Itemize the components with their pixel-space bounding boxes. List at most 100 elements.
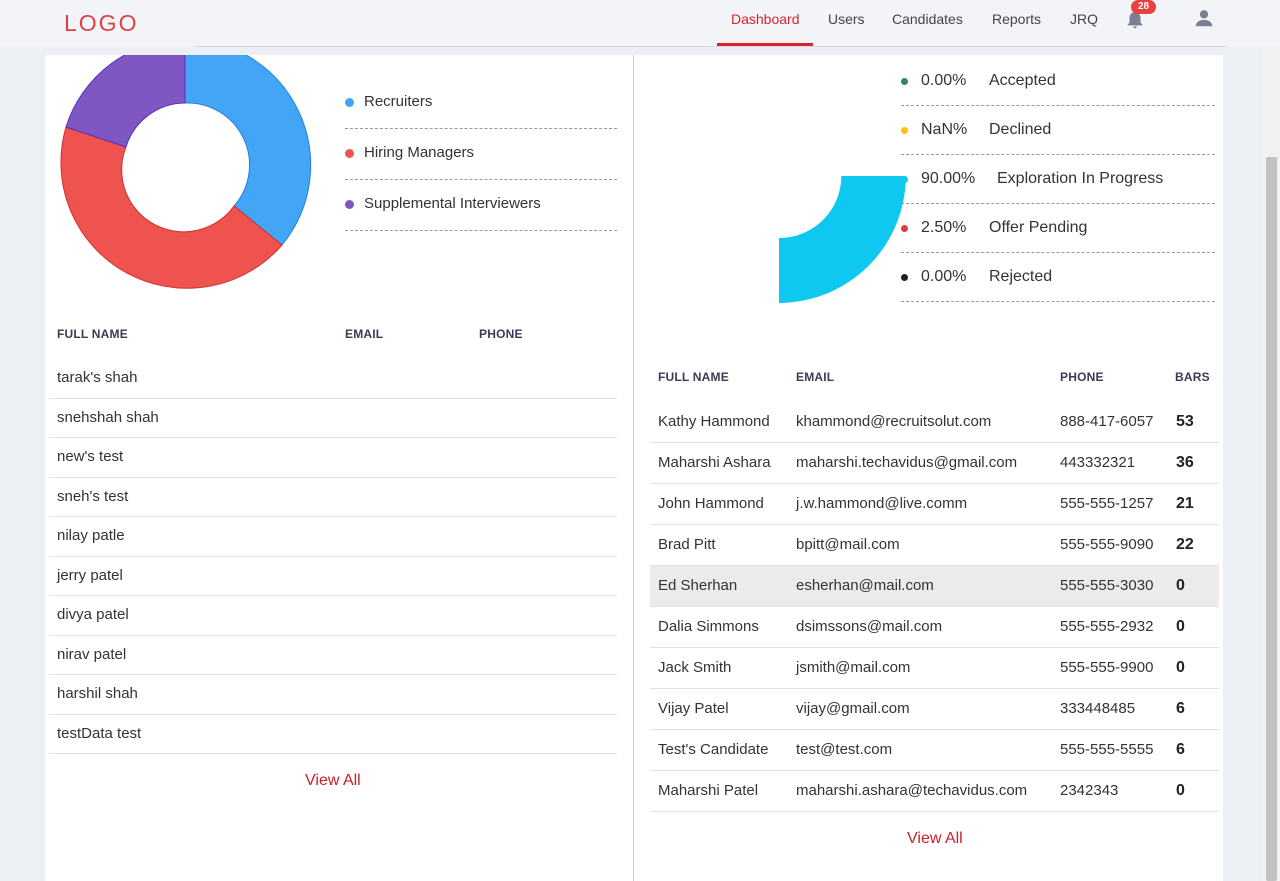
table-row[interactable]: tarak's shah <box>49 359 617 399</box>
top-navbar <box>0 0 1280 47</box>
table-row[interactable]: divya patel <box>49 596 617 636</box>
bell-icon[interactable] <box>1124 8 1146 30</box>
donut-slice-declined <box>760 55 779 115</box>
user-icon[interactable] <box>1193 7 1215 29</box>
candidates-header-fullname[interactable]: FULL NAME <box>658 370 729 384</box>
scrollbar-thumb[interactable] <box>1266 157 1277 881</box>
table-row[interactable]: Dalia Simmons dsimssons@mail.com 555-555… <box>650 607 1219 648</box>
nav-jrq[interactable]: JRQ <box>1070 11 1098 27</box>
candidate-email: test@test.com <box>796 741 893 758</box>
candidates-header-phone[interactable]: PHONE <box>1060 370 1104 384</box>
users-header-fullname[interactable]: FULL NAME <box>57 327 128 341</box>
legend-label: Rejected <box>989 268 1053 285</box>
table-row[interactable]: Maharshi Ashara maharshi.techavidus@gmai… <box>650 443 1219 484</box>
legend-dot <box>901 274 908 281</box>
donut-slice-hiring-managers <box>60 126 283 289</box>
candidate-name: Vijay Patel <box>658 700 729 717</box>
candidate-email: j.w.hammond@live.comm <box>796 495 968 512</box>
legend-item: NaN% Declined <box>901 106 1215 155</box>
candidates-view-all-link[interactable]: View All <box>907 830 963 847</box>
table-row[interactable]: jerry patel <box>49 557 617 596</box>
candidate-phone: 555-555-3030 <box>1060 577 1154 594</box>
legend-percent: 90.00% <box>921 170 976 187</box>
table-row[interactable]: harshil shah <box>49 675 617 715</box>
legend-item: 0.00% Rejected <box>901 253 1215 302</box>
candidate-bars: 0 <box>1176 577 1185 594</box>
candidate-email: maharshi.ashara@techavidus.com <box>796 782 1028 799</box>
candidate-email: jsmith@mail.com <box>796 659 911 676</box>
users-header-phone[interactable]: PHONE <box>479 327 523 341</box>
table-row[interactable]: new's test <box>49 438 617 478</box>
legend-dot <box>345 149 354 158</box>
candidate-name: Maharshi Ashara <box>658 454 771 471</box>
table-row[interactable]: nilay patle <box>49 517 617 557</box>
candidate-email: bpitt@mail.com <box>796 536 900 553</box>
table-row[interactable]: John Hammond j.w.hammond@live.comm 555-5… <box>650 484 1219 525</box>
candidate-name: Brad Pitt <box>658 536 716 553</box>
legend-percent: 0.00% <box>921 72 967 89</box>
legend-label: Hiring Managers <box>364 144 475 161</box>
donut-slice-supplemental <box>65 55 186 148</box>
candidate-phone: 555-555-1257 <box>1060 495 1154 512</box>
candidates-donut-chart <box>760 55 906 303</box>
legend-item: 90.00% Exploration In Progress <box>901 155 1215 204</box>
donut-slice-exploration <box>779 176 906 303</box>
logo[interactable]: LOGO <box>64 10 139 36</box>
users-donut-chart <box>60 55 312 289</box>
candidate-bars: 53 <box>1176 413 1194 430</box>
candidate-name: Dalia Simmons <box>658 618 759 635</box>
nav-active-underline <box>717 43 813 46</box>
legend-label: Declined <box>989 121 1052 138</box>
user-name: nirav patel <box>57 645 127 663</box>
candidate-bars: 21 <box>1176 495 1194 512</box>
legend-item: Supplemental Interviewers <box>345 180 617 231</box>
legend-percent: NaN% <box>921 121 968 138</box>
legend-dot <box>901 176 908 183</box>
candidate-email: khammond@recruitsolut.com <box>796 413 992 430</box>
candidate-phone: 555-555-5555 <box>1060 741 1154 758</box>
table-row-hovered[interactable]: Ed Sherhan esherhan@mail.com 555-555-303… <box>650 566 1219 607</box>
table-row[interactable]: nirav patel <box>49 636 617 675</box>
user-name: jerry patel <box>57 566 123 584</box>
candidate-bars: 0 <box>1176 618 1185 635</box>
table-row[interactable]: snehshah shah <box>49 399 617 438</box>
users-header-email[interactable]: EMAIL <box>345 327 384 341</box>
legend-label: Offer Pending <box>989 219 1088 236</box>
candidates-header-email[interactable]: EMAIL <box>796 370 835 384</box>
users-chart-legend: Recruiters Hiring Managers Supplemental … <box>345 78 617 231</box>
nav-users[interactable]: Users <box>828 11 865 27</box>
nav-reports[interactable]: Reports <box>992 11 1042 27</box>
legend-percent: 2.50% <box>921 219 967 236</box>
candidate-email: esherhan@mail.com <box>796 577 934 594</box>
candidate-bars: 36 <box>1176 454 1194 471</box>
table-row[interactable]: Maharshi Patel maharshi.ashara@techavidu… <box>650 771 1219 812</box>
table-row[interactable]: Test's Candidate test@test.com 555-555-5… <box>650 730 1219 771</box>
donut-slice-recruiters <box>184 55 312 246</box>
table-row[interactable]: Vijay Patel vijay@gmail.com 333448485 6 <box>650 689 1219 730</box>
user-name: snehshah shah <box>57 408 159 426</box>
candidate-phone: 555-555-9900 <box>1060 659 1154 676</box>
user-name: divya patel <box>57 606 129 623</box>
candidates-header-bars[interactable]: BARS <box>1175 370 1210 384</box>
candidate-phone: 443332321 <box>1060 454 1136 471</box>
candidate-phone: 555-555-9090 <box>1060 536 1154 553</box>
table-row[interactable]: testData test <box>49 715 617 754</box>
candidate-phone: 2342343 <box>1060 782 1119 799</box>
candidate-name: Test's Candidate <box>658 741 769 758</box>
users-view-all-link[interactable]: View All <box>305 772 361 789</box>
table-row[interactable]: Jack Smith jsmith@mail.com 555-555-9900 … <box>650 648 1219 689</box>
table-row[interactable]: Kathy Hammond khammond@recruitsolut.com … <box>650 402 1219 443</box>
table-row[interactable]: sneh's test <box>49 478 617 517</box>
legend-label: Exploration In Progress <box>997 170 1164 187</box>
candidate-name: John Hammond <box>658 495 764 512</box>
candidate-phone: 333448485 <box>1060 700 1136 717</box>
dashboard-panel <box>45 55 1223 881</box>
legend-percent: 0.00% <box>921 268 967 285</box>
candidate-bars: 0 <box>1176 659 1185 676</box>
legend-dot <box>345 200 354 209</box>
nav-dashboard[interactable]: Dashboard <box>731 11 800 27</box>
candidate-phone: 555-555-2932 <box>1060 618 1154 635</box>
nav-candidates[interactable]: Candidates <box>892 11 963 27</box>
notification-badge: 28 <box>1131 0 1156 14</box>
table-row[interactable]: Brad Pitt bpitt@mail.com 555-555-9090 22 <box>650 525 1219 566</box>
